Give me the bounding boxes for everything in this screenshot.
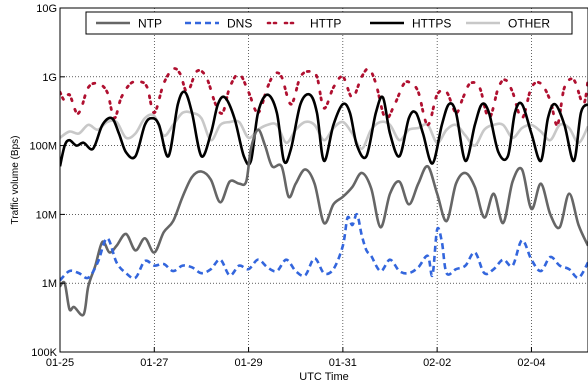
series-line-http bbox=[60, 67, 588, 127]
y-axis-label: Traffic volume (Bps) bbox=[10, 136, 21, 225]
x-tick-label: 02-04 bbox=[517, 357, 545, 369]
grid-lines bbox=[60, 8, 588, 352]
legend-label-https: HTTPS bbox=[412, 17, 451, 31]
legend-label-ntp: NTP bbox=[138, 17, 162, 31]
x-tick-label: 01-25 bbox=[46, 357, 74, 369]
series-line-https bbox=[60, 90, 588, 167]
y-tick-label: 10G bbox=[36, 3, 57, 15]
y-tick-label: 100M bbox=[29, 141, 57, 153]
y-tick-label: 1M bbox=[42, 278, 57, 290]
x-tick-label: 01-29 bbox=[235, 357, 263, 369]
series-line-dns bbox=[60, 213, 588, 282]
y-tick-label: 100K bbox=[31, 347, 57, 359]
legend-label-dns: DNS bbox=[227, 17, 252, 31]
x-tick-label: 02-02 bbox=[423, 357, 451, 369]
y-tick-label: 10M bbox=[36, 209, 57, 221]
legend-label-http: HTTP bbox=[310, 17, 341, 31]
legend-label-other: OTHER bbox=[508, 17, 550, 31]
legend-box bbox=[85, 11, 573, 35]
x-tick-label: 01-27 bbox=[140, 357, 168, 369]
legend: NTP DNS HTTP HTTPS OTHER bbox=[85, 11, 573, 35]
x-axis-label: UTC Time bbox=[299, 371, 349, 383]
axis-ticks: 100K 1M 10M 100M 1G 10G 01-25 01-27 01-29 01-31 02… bbox=[29, 3, 545, 369]
series-line-other bbox=[60, 110, 588, 151]
y-tick-label: 1G bbox=[42, 72, 57, 84]
x-tick-label: 01-31 bbox=[329, 357, 357, 369]
series-line-ntp bbox=[60, 128, 588, 317]
series-lines bbox=[60, 67, 588, 317]
plot-frame bbox=[59, 7, 588, 353]
